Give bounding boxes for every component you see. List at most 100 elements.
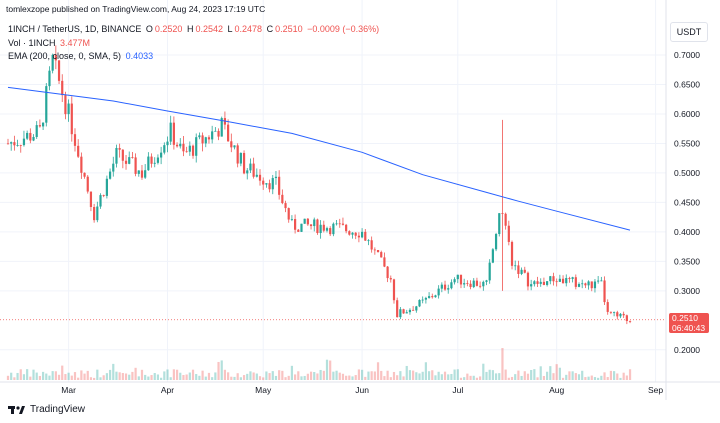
candle-body	[242, 152, 246, 174]
change-value: −0.0009 (−0.36%)	[307, 24, 380, 34]
candle-body	[373, 249, 376, 251]
volume-bar	[549, 366, 552, 380]
candle-body	[568, 277, 571, 279]
volume-bar	[255, 373, 258, 380]
volume-bar	[341, 373, 345, 380]
candle-body	[479, 285, 482, 287]
volume-bar	[574, 373, 577, 380]
volume-bar	[453, 369, 456, 380]
x-tick-label: Jul	[452, 385, 463, 395]
candle-body	[77, 145, 80, 157]
volume-bar	[606, 377, 609, 380]
candle-body	[520, 269, 523, 274]
y-tick-label: 0.3500	[674, 256, 700, 266]
volume-bar	[335, 370, 338, 380]
candle-body	[300, 223, 303, 232]
candle-body	[268, 183, 271, 190]
last-price-value: 0.2510	[672, 313, 698, 323]
volume-bar	[10, 372, 13, 380]
volume-bar	[628, 369, 632, 380]
volume-bar	[144, 374, 147, 380]
candle-body	[290, 219, 294, 220]
volume-bar	[319, 369, 322, 380]
volume-bar	[526, 373, 530, 380]
volume-bar	[552, 373, 555, 380]
candle-body	[603, 280, 606, 303]
volume-bar	[603, 372, 606, 380]
volume-bar	[501, 348, 504, 380]
volume-bar	[175, 369, 179, 380]
volume-bar	[402, 376, 405, 380]
volume-bar	[128, 374, 131, 380]
volume-bar	[86, 370, 89, 380]
candle-body	[622, 313, 625, 316]
volume-bar	[520, 375, 523, 380]
volume-bar	[278, 370, 281, 380]
candle-body	[453, 279, 456, 283]
candle-body	[144, 170, 147, 178]
candle-body	[38, 125, 41, 127]
candle-body	[533, 281, 536, 285]
candle-body	[392, 279, 396, 301]
volume-bar	[153, 373, 156, 380]
close-value: 0.2510	[275, 24, 303, 34]
tradingview-logo[interactable]: TradingView	[8, 404, 85, 415]
volume-bar	[93, 377, 96, 380]
candle-body	[112, 163, 115, 172]
candle-body	[386, 266, 389, 279]
volume-bar	[380, 370, 383, 380]
volume-bar	[300, 376, 303, 380]
volume-bar	[306, 373, 309, 380]
candle-body	[357, 235, 360, 238]
candle-body	[236, 145, 239, 164]
volume-bar	[16, 372, 19, 380]
volume-bar	[29, 376, 32, 380]
candle-body	[201, 135, 204, 144]
candle-body	[552, 276, 555, 282]
volume-bar	[140, 369, 144, 380]
candle-body	[115, 147, 118, 164]
candle-body	[526, 272, 530, 287]
volume-bar	[77, 377, 80, 380]
candle-body	[128, 157, 131, 164]
volume-bar	[54, 371, 57, 380]
volume-bar	[73, 372, 77, 380]
candle-body	[89, 191, 93, 208]
symbol-label[interactable]: 1INCH / TetherUS, 1D, BINANCE	[8, 24, 142, 34]
volume-bar	[249, 371, 252, 380]
volume-bar	[354, 375, 357, 380]
volume-bar	[325, 359, 329, 380]
chart-grid	[0, 0, 666, 382]
volume-bar	[555, 364, 558, 380]
candle-body	[574, 277, 577, 287]
volume-bar	[169, 377, 172, 380]
candle-body	[463, 283, 466, 285]
candle-body	[475, 280, 479, 286]
candle-body	[96, 206, 99, 221]
candle-body	[83, 172, 86, 177]
candle-body	[10, 142, 13, 144]
currency-selector[interactable]: USDT	[670, 22, 708, 42]
candle-body	[335, 223, 338, 225]
candle-body	[175, 144, 179, 147]
candle-body	[504, 213, 507, 226]
volume-bar	[38, 375, 41, 380]
volume-bar	[332, 371, 335, 380]
volume-bar	[530, 369, 533, 380]
volume-bar	[236, 373, 239, 380]
candle-body	[338, 223, 341, 225]
volume-bar	[587, 376, 590, 380]
last-price-tag: 0.2510 06:40:43	[669, 313, 709, 333]
candle-body	[179, 143, 182, 147]
volume-bar	[290, 365, 294, 380]
candle-body	[124, 160, 128, 164]
candle-body	[424, 297, 427, 300]
candle-body	[405, 312, 408, 314]
volume-bar	[383, 376, 386, 380]
volume-bar	[105, 373, 108, 380]
candle-body	[587, 281, 590, 286]
volume-bar	[112, 363, 115, 380]
candle-body	[488, 262, 491, 281]
candle-body	[459, 274, 463, 285]
